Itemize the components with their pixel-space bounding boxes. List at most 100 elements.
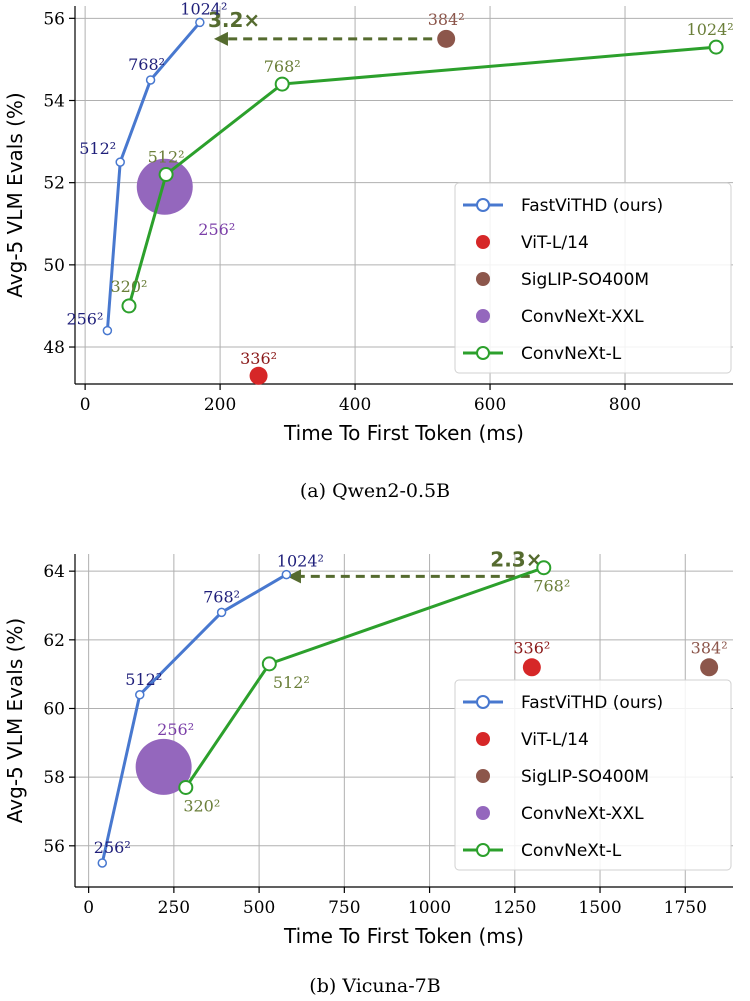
speedup-label: 3.2×	[208, 8, 260, 32]
series-line-0	[105, 21, 201, 331]
resolution-label: 768²	[264, 57, 301, 76]
y-tick-label: 64	[43, 562, 65, 582]
y-tick-label: 50	[43, 256, 65, 276]
y-tick-label: 62	[43, 631, 65, 651]
speedup-arrow-head	[286, 569, 301, 584]
x-axis-title: Time To First Token (ms)	[283, 924, 524, 948]
y-tick-label: 56	[43, 9, 65, 29]
x-tick-label: 1750	[664, 898, 707, 918]
legend-swatch-marker	[476, 732, 490, 746]
resolution-label: 768²	[203, 587, 240, 606]
y-tick-label: 52	[43, 174, 65, 194]
figure-caption: (b) Vicuna-7B	[309, 975, 440, 997]
legend-label: SigLIP-SO400M	[521, 270, 649, 290]
data-point	[700, 658, 719, 677]
data-point	[136, 158, 193, 215]
resolution-label: 384²	[428, 10, 465, 29]
x-axis-title: Time To First Token (ms)	[283, 421, 524, 445]
x-tick-label: 400	[339, 395, 371, 415]
data-point	[158, 166, 174, 182]
data-point	[281, 569, 292, 580]
resolution-label: 384²	[691, 638, 728, 657]
x-tick-label: 200	[204, 395, 236, 415]
legend-swatch-marker	[476, 806, 490, 820]
x-tick-label: 0	[80, 395, 91, 415]
resolution-label: 336²	[240, 349, 277, 368]
data-point	[216, 607, 227, 618]
legend-label: ConvNeXt-L	[521, 344, 622, 364]
y-axis-title: Avg-5 VLM Evals (%)	[3, 618, 27, 823]
data-point	[522, 658, 541, 677]
y-tick-label: 48	[43, 338, 65, 358]
legend-swatch-marker	[476, 843, 490, 857]
resolution-label: 512²	[125, 670, 162, 689]
legend-swatch-marker	[476, 695, 490, 709]
y-tick-label: 60	[43, 699, 65, 719]
data-point	[195, 17, 205, 28]
speedup-label: 2.3×	[490, 547, 542, 571]
data-point	[178, 779, 194, 795]
series-line-4	[127, 45, 717, 307]
resolution-label: 256²	[198, 220, 235, 239]
legend-swatch-marker	[476, 769, 490, 783]
data-point	[274, 76, 290, 92]
legend-swatch-marker	[476, 309, 490, 323]
resolution-label: 768²	[533, 577, 570, 596]
x-tick-label: 0	[83, 898, 94, 918]
x-tick-label: 800	[609, 395, 641, 415]
resolution-label: 768²	[128, 55, 165, 74]
resolution-label: 256²	[157, 720, 194, 739]
x-tick-label: 1500	[578, 898, 621, 918]
legend-swatch-marker	[476, 272, 490, 286]
legend-label: ConvNeXt-XXL	[521, 307, 644, 327]
resolution-label: 320²	[111, 277, 148, 296]
y-tick-label: 58	[43, 768, 65, 788]
legend-label: ViT-L/14	[521, 233, 589, 253]
chart-qwen2-0-5b: 0 200 400 600 800 48 50 52 54 56 Time To First Tok…	[3, 0, 734, 502]
y-axis-title: Avg-5 VLM Evals (%)	[3, 92, 27, 297]
resolution-label: 512²	[148, 147, 185, 166]
resolution-label: 512²	[79, 139, 116, 158]
data-point	[121, 298, 137, 314]
data-point	[135, 738, 192, 795]
legend-swatch-marker	[476, 235, 490, 249]
legend-label: ConvNeXt-XXL	[521, 804, 644, 824]
resolution-label: 1024²	[180, 0, 227, 18]
series-line-0	[100, 573, 288, 864]
x-tick-label: 1000	[408, 898, 451, 918]
resolution-label: 336²	[513, 638, 550, 657]
figure-caption: (a) Qwen2-0.5B	[300, 480, 450, 502]
legend-label: ConvNeXt-L	[521, 841, 622, 861]
resolution-label: 256²	[94, 838, 131, 857]
legend-label: ViT-L/14	[521, 730, 589, 750]
y-tick-label: 56	[43, 837, 65, 857]
data-point	[261, 656, 277, 672]
legend-swatch-marker	[476, 198, 490, 212]
x-tick-label: 500	[243, 898, 275, 918]
legend-label: FastViTHD (ours)	[521, 693, 663, 713]
legend-label: SigLIP-SO400M	[521, 767, 649, 787]
legend-box	[454, 679, 732, 871]
x-tick-label: 600	[474, 395, 506, 415]
resolution-label: 1024²	[277, 552, 324, 571]
speedup-arrow-head	[213, 31, 228, 46]
resolution-label: 1024²	[687, 20, 734, 39]
y-tick-label: 54	[43, 92, 65, 112]
data-point	[145, 75, 156, 85]
resolution-label: 320²	[183, 796, 220, 815]
resolution-label: 512²	[273, 673, 310, 692]
legend-swatch-marker	[476, 346, 490, 360]
x-tick-label: 1250	[493, 898, 536, 918]
legend-box	[454, 182, 732, 374]
x-tick-label: 750	[328, 898, 360, 918]
data-point	[708, 39, 724, 55]
chart-vicuna-7b: 0 250 500 750 1000 1250 1500 1750 56 58 60 62 64 Time…	[3, 547, 733, 997]
data-point	[437, 29, 456, 48]
data-point	[97, 858, 108, 868]
data-point	[115, 157, 125, 167]
resolution-label: 256²	[66, 310, 103, 329]
data-point	[249, 366, 268, 385]
data-point	[102, 325, 113, 336]
data-point	[536, 560, 552, 576]
legend-label: FastViTHD (ours)	[521, 196, 663, 216]
